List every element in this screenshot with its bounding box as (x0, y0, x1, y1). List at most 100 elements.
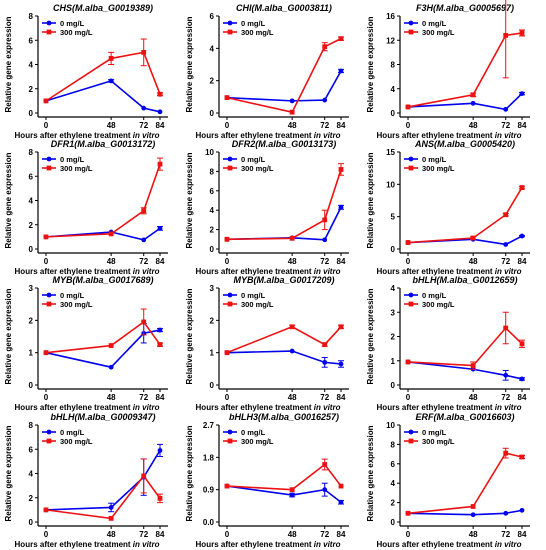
x-axis-label-main: Hours after ethylene treatment (377, 131, 495, 140)
data-point (519, 376, 525, 382)
data-point (519, 454, 525, 460)
x-axis-label-main: Hours after ethylene treatment (377, 403, 495, 412)
data-point (108, 343, 114, 348)
x-tick-label: 0 (44, 121, 49, 130)
data-point (503, 325, 509, 331)
x-tick-label: 0 (406, 257, 411, 266)
y-axis-label: Relative gene expression (185, 16, 194, 112)
x-axis-label-italic: in vitro (133, 403, 160, 412)
data-point (157, 448, 163, 453)
series-line (226, 37, 342, 114)
y-tick-label: 4 (29, 197, 34, 206)
x-axis-label-italic: in vitro (495, 131, 522, 140)
series-line (45, 163, 161, 238)
legend-marker (408, 29, 414, 35)
data-point (43, 507, 49, 513)
x-axis-label-italic: in vitro (495, 267, 522, 276)
y-tick-label: 6 (210, 187, 215, 196)
data-point (141, 105, 147, 111)
x-tick-label: 48 (288, 121, 297, 130)
y-tick-label: 8 (29, 12, 34, 21)
legend-label: 300 mg/L (422, 300, 455, 309)
y-tick-label: 8 (391, 61, 396, 70)
data-point (338, 361, 344, 367)
x-tick-label: 0 (225, 121, 230, 130)
legend-label: 0 mg/L (422, 428, 447, 437)
y-tick-label: 2 (391, 499, 396, 508)
y-tick-label: 0.0 (203, 518, 215, 527)
data-point (108, 231, 114, 237)
data-point (519, 507, 525, 513)
x-axis-label-main: Hours after ethylene treatment (15, 131, 133, 140)
data-point (338, 324, 344, 330)
x-tick-label: 48 (288, 257, 297, 266)
x-axis-label-italic: in vitro (133, 540, 160, 549)
series-line (45, 474, 161, 520)
series-line (45, 51, 161, 102)
y-tick-label: 0 (210, 109, 215, 118)
y-axis-label: Relative gene expression (4, 16, 13, 112)
y-tick-label: 4 (210, 44, 215, 53)
x-axis-label-main: Hours after ethylene treatment (196, 540, 314, 549)
y-tick-label: 0 (29, 245, 34, 254)
x-axis-label-italic: in vitro (314, 403, 341, 412)
y-tick-label: 6 (210, 12, 215, 21)
y-axis-label: Relative gene expression (185, 425, 194, 521)
x-tick-label: 48 (107, 530, 116, 539)
series-line (226, 169, 342, 241)
y-axis-label: Relative gene expression (366, 288, 375, 384)
y-tick-label: 0 (210, 245, 215, 254)
y-tick-label: 2 (210, 316, 215, 325)
legend-marker (227, 438, 233, 444)
panel-title: MYB(M.alba_G0017689) (52, 275, 153, 285)
data-point (338, 483, 344, 489)
data-point (224, 95, 230, 101)
data-point (43, 350, 49, 356)
data-point (338, 36, 344, 42)
x-tick-label: 48 (107, 121, 116, 130)
x-axis-label: Hours after ethylene treatment in vitro (377, 131, 522, 140)
panel-title: bHLH3(M.alba_G0016257) (229, 412, 339, 422)
x-tick-label: 0 (44, 257, 49, 266)
legend-label: 300 mg/L (422, 437, 455, 446)
y-tick-label: 3 (210, 284, 215, 293)
series-line (407, 187, 523, 244)
y-tick-label: 8 (210, 167, 215, 176)
data-point (322, 462, 328, 467)
data-point (289, 109, 295, 115)
y-tick-label: 2 (29, 85, 34, 94)
data-point (503, 212, 509, 218)
legend-label: 300 mg/L (241, 164, 274, 173)
x-axis-label: Hours after ethylene treatment in vitro (15, 267, 160, 276)
data-point (322, 237, 328, 243)
legend-label: 300 mg/L (241, 28, 274, 37)
y-axis-label: Relative gene expression (185, 152, 194, 248)
x-axis-label-main: Hours after ethylene treatment (15, 403, 133, 412)
data-point (322, 342, 328, 347)
y-tick-label: 4 (391, 85, 396, 94)
x-tick-label: 72 (501, 257, 510, 266)
x-tick-label: 0 (406, 393, 411, 402)
legend-marker (408, 301, 414, 307)
y-tick-label: 3 (29, 284, 34, 293)
x-tick-label: 0 (44, 530, 49, 539)
y-tick-label: 5 (391, 213, 396, 222)
legend-label: 0 mg/L (422, 291, 447, 300)
data-point (108, 56, 114, 61)
data-point (519, 91, 525, 96)
y-tick-label: 2.7 (203, 421, 215, 430)
data-point (338, 167, 344, 172)
legend-label: 0 mg/L (422, 19, 447, 28)
data-point (157, 495, 163, 501)
legend-label: 300 mg/L (60, 437, 93, 446)
data-point (141, 473, 147, 479)
x-axis-label-italic: in vitro (133, 131, 160, 140)
panel-title: bHLH(M.alba_G0009347) (50, 412, 155, 422)
y-tick-label: 6 (391, 460, 396, 469)
data-point (519, 233, 525, 239)
data-point (108, 515, 114, 521)
